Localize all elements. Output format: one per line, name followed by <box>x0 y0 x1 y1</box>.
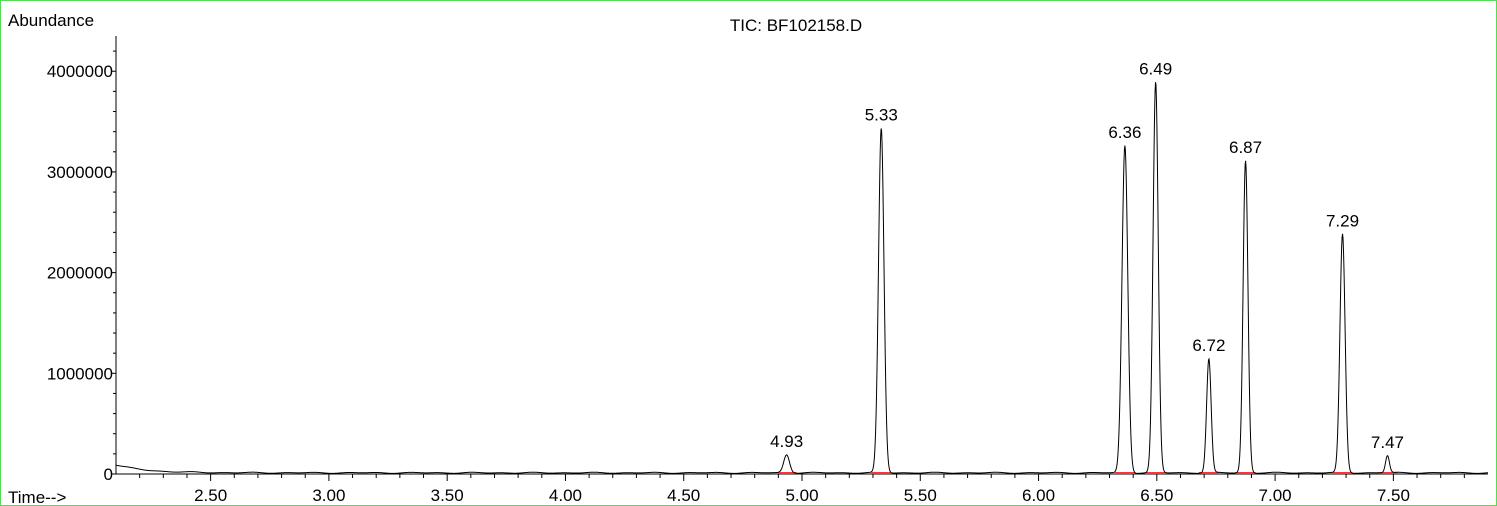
x-tick-label-10: 7.50 <box>1377 486 1410 505</box>
x-tick-label-9: 7.00 <box>1259 486 1292 505</box>
peak-label-1: 5.33 <box>865 106 898 125</box>
peak-label-4: 6.72 <box>1192 336 1225 355</box>
x-tick-label-3: 4.00 <box>549 486 582 505</box>
peak-label-3: 6.49 <box>1139 59 1172 78</box>
peak-label-6: 7.29 <box>1326 211 1359 230</box>
x-axis-label: Time--> <box>8 488 66 506</box>
x-tick-label-7: 6.00 <box>1022 486 1055 505</box>
x-tick-label-2: 3.50 <box>431 486 464 505</box>
y-tick-label-3: 3000000 <box>47 163 113 182</box>
x-tick-label-5: 5.00 <box>785 486 818 505</box>
x-tick-label-8: 6.50 <box>1140 486 1173 505</box>
peak-label-7: 7.47 <box>1371 433 1404 452</box>
y-tick-label-1: 1000000 <box>47 364 113 383</box>
y-axis-label: Abundance <box>8 11 94 30</box>
x-tick-label-4: 4.50 <box>667 486 700 505</box>
tic-trace <box>115 82 1489 474</box>
peak-label-5: 6.87 <box>1229 138 1262 157</box>
y-tick-label-2: 2000000 <box>47 264 113 283</box>
x-tick-label-0: 2.50 <box>194 486 227 505</box>
peak-label-2: 6.36 <box>1108 123 1141 142</box>
y-tick-label-0: 0 <box>104 465 113 484</box>
y-tick-label-4: 4000000 <box>47 62 113 81</box>
x-tick-label-1: 3.00 <box>312 486 345 505</box>
peak-label-0: 4.93 <box>770 432 803 451</box>
x-tick-label-6: 5.50 <box>904 486 937 505</box>
axes <box>115 36 1488 475</box>
chart-title: TIC: BF102158.D <box>730 16 862 35</box>
